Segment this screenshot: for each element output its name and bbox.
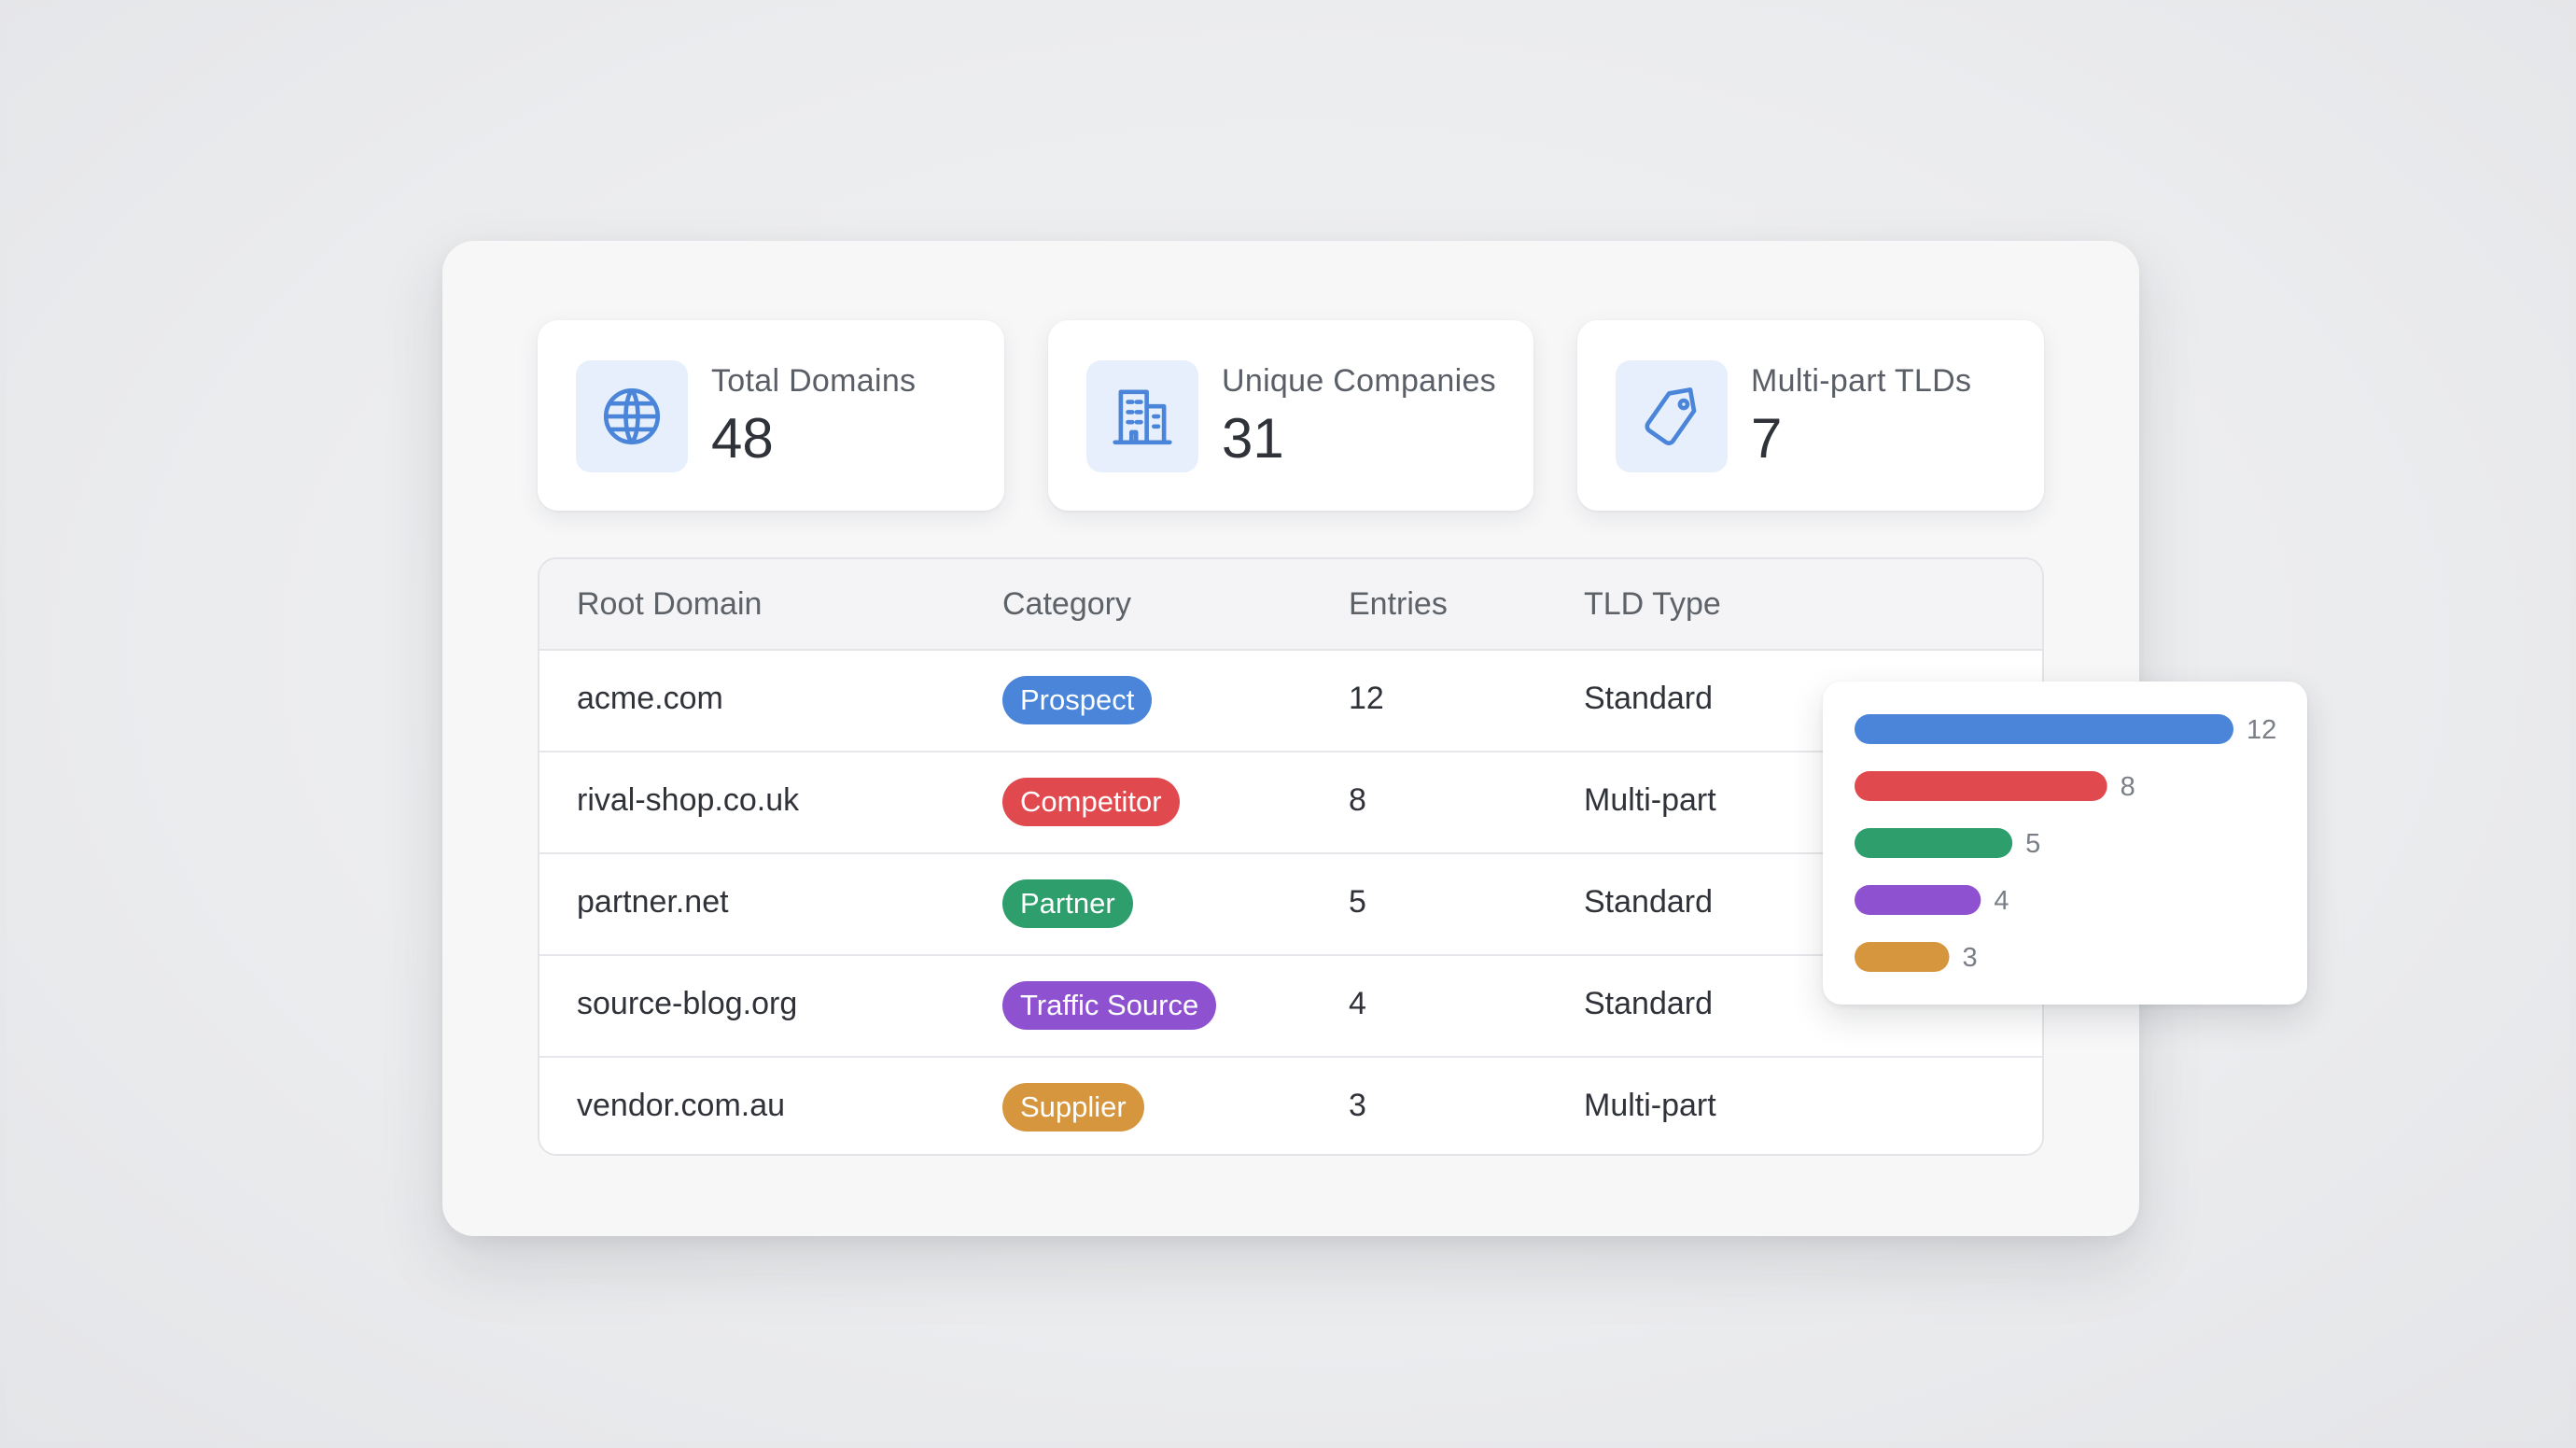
bar-competitor	[1855, 771, 2107, 801]
tld-type-cell: Multi-part	[1584, 1088, 1716, 1123]
domain-cell: source-blog.org	[577, 986, 798, 1021]
tag-icon	[1616, 360, 1728, 472]
stat-card-unique-companies: Unique Companies 31	[1048, 320, 1533, 511]
tld-type-cell: Standard	[1584, 986, 1713, 1021]
entries-cell: 5	[1349, 884, 1366, 920]
stat-card-multipart-tlds: Multi-part TLDs 7	[1577, 320, 2044, 511]
column-header-entries[interactable]: Entries	[1349, 586, 1448, 622]
stat-value: 7	[1751, 407, 1783, 470]
bar-value-label: 3	[1963, 943, 1978, 973]
stat-card-total-domains: Total Domains 48	[538, 320, 1004, 511]
entries-cell: 12	[1349, 681, 1384, 716]
stat-label: Unique Companies	[1222, 363, 1496, 399]
category-badge: Competitor	[1002, 778, 1180, 826]
bar-value-label: 12	[2247, 715, 2276, 745]
stat-value: 48	[711, 407, 774, 470]
domains-table: Root Domain Category Entries TLD Type ac…	[538, 557, 2044, 1156]
table-row[interactable]: vendor.com.au Supplier 3 Multi-part	[539, 1058, 2042, 1154]
table-row[interactable]: acme.com Prospect 12 Standard	[539, 651, 2042, 752]
entries-cell: 4	[1349, 986, 1366, 1021]
table-row[interactable]: source-blog.org Traffic Source 4 Standar…	[539, 956, 2042, 1058]
column-header-tld-type[interactable]: TLD Type	[1584, 586, 1721, 622]
bar-value-label: 4	[1994, 886, 2009, 916]
building-icon	[1086, 360, 1198, 472]
bar-value-label: 5	[2025, 829, 2040, 859]
bar-traffic-source	[1855, 885, 1981, 915]
table-row[interactable]: rival-shop.co.uk Competitor 8 Multi-part	[539, 752, 2042, 854]
category-badge: Prospect	[1002, 676, 1153, 724]
bar-supplier	[1855, 942, 1950, 972]
bar-partner	[1855, 828, 2013, 858]
category-badge: Supplier	[1002, 1083, 1144, 1132]
entries-cell: 8	[1349, 782, 1366, 818]
stat-label: Total Domains	[711, 363, 917, 399]
bar-value-label: 8	[2121, 772, 2135, 802]
column-header-root-domain[interactable]: Root Domain	[577, 586, 763, 622]
domain-cell: rival-shop.co.uk	[577, 782, 800, 818]
bar-chart-svg: 12 8 543	[1855, 714, 2276, 973]
stat-value: 31	[1222, 407, 1284, 470]
column-header-category[interactable]: Category	[1002, 586, 1131, 622]
category-badge: Partner	[1002, 879, 1133, 928]
table-row[interactable]: partner.net Partner 5 Standard	[539, 854, 2042, 956]
entries-bar-chart: 12 8 5 4 3	[1823, 682, 2307, 1005]
bar-prospect	[1855, 714, 2233, 744]
domain-cell: acme.com	[577, 681, 723, 716]
tld-type-cell: Multi-part	[1584, 782, 1716, 818]
tld-type-cell: Standard	[1584, 884, 1713, 920]
domain-cell: vendor.com.au	[577, 1088, 786, 1123]
tld-type-cell: Standard	[1584, 681, 1713, 716]
stat-label: Multi-part TLDs	[1751, 363, 1972, 399]
category-badge: Traffic Source	[1002, 981, 1217, 1030]
globe-icon	[576, 360, 688, 472]
table-header: Root Domain Category Entries TLD Type	[539, 559, 2042, 651]
entries-cell: 3	[1349, 1088, 1366, 1123]
domain-cell: partner.net	[577, 884, 729, 920]
